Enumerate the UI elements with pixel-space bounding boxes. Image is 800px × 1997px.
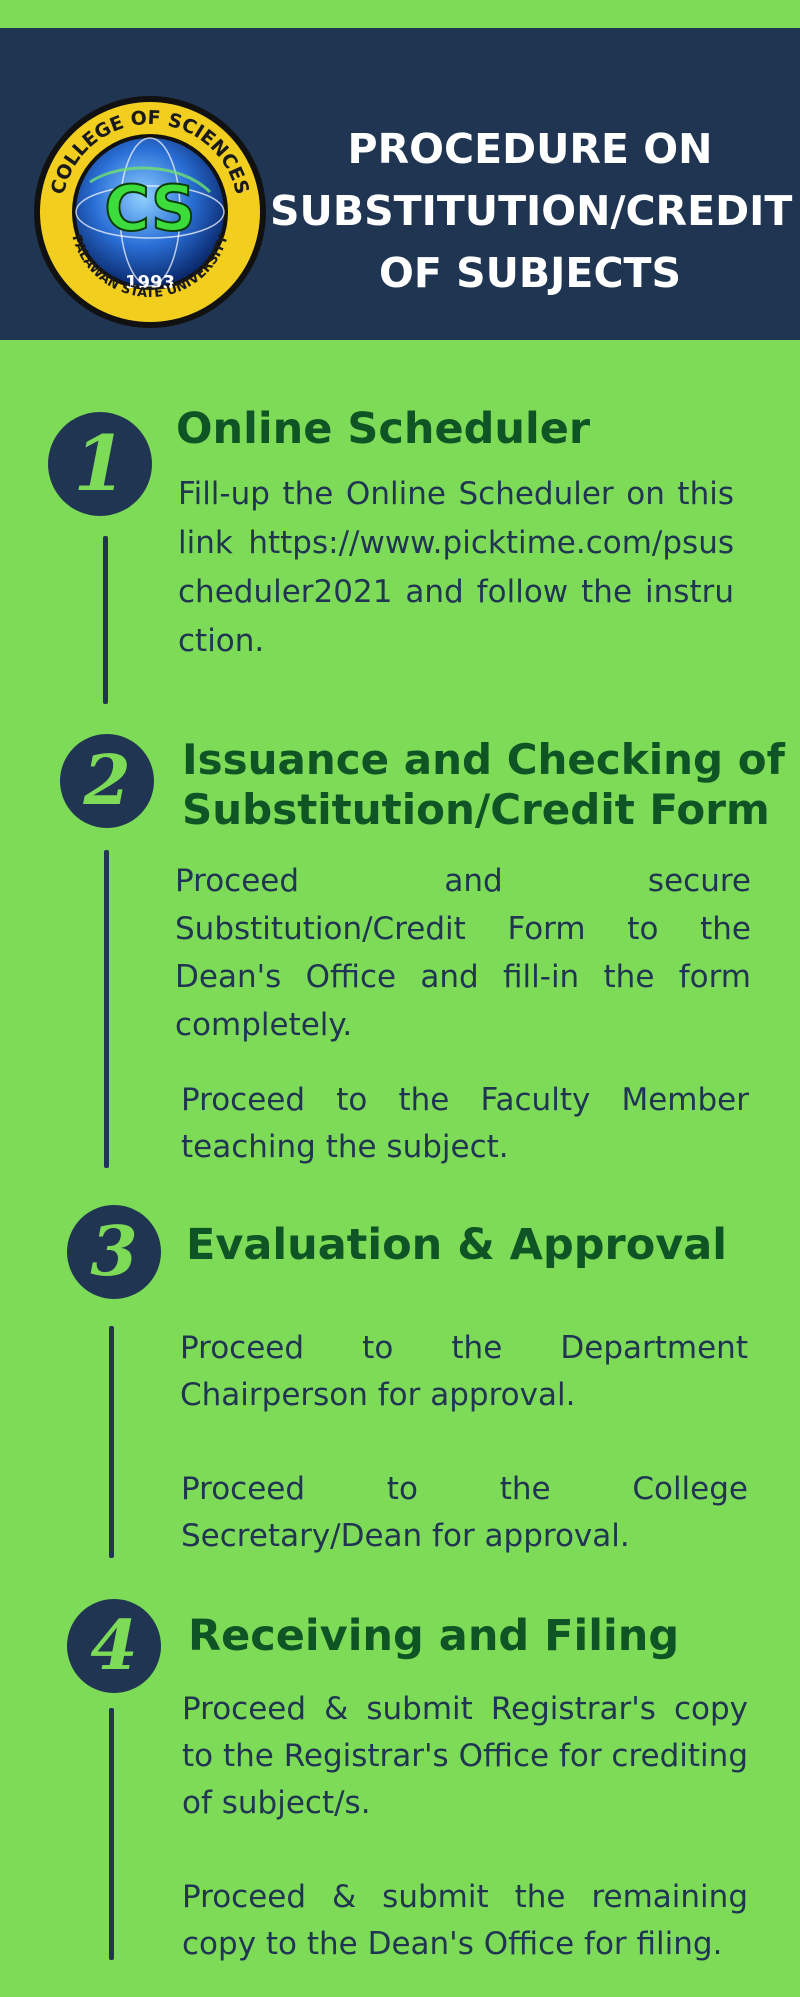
step-4-text-2: Proceed & submit the remaining copy to t… (182, 1879, 748, 1962)
step-number-2-badge: 2 (60, 734, 154, 828)
logo-letters: CS (104, 172, 195, 245)
step-number-4-badge: 4 (67, 1599, 161, 1693)
step-3-text-1: Proceed to the Department Chairperson fo… (180, 1330, 748, 1413)
step-number-1-badge: 1 (48, 412, 152, 516)
step-3-text-2: Proceed to the College Secretary/Dean fo… (181, 1471, 748, 1554)
step-2-title-line-1: Issuance and Checking of (182, 735, 785, 784)
step-2-connector-line (104, 850, 109, 1168)
step-4-title: Receiving and Filing (188, 1611, 680, 1661)
step-4-connector-line (109, 1708, 114, 1960)
title-line-2: SUBSTITUTION/CREDIT (270, 187, 793, 235)
step-3-title: Evaluation & Approval (186, 1220, 728, 1270)
header-banner: CS 1993 COLLEGE OF SCIENCES PALAWAN STAT… (0, 28, 800, 340)
step-4-text-1: Proceed & submit Registrar's copy to the… (182, 1691, 748, 1821)
college-of-sciences-logo: CS 1993 COLLEGE OF SCIENCES PALAWAN STAT… (34, 96, 266, 328)
page-title: PROCEDURE ON SUBSTITUTION/CREDIT OF SUBJ… (270, 118, 793, 304)
step-1-connector-line (103, 536, 108, 704)
step-number-3-badge: 3 (67, 1205, 161, 1299)
title-line-3: OF SUBJECTS (378, 249, 682, 297)
logo-year: 1993 (125, 272, 175, 293)
step-2-title-line-2: Substitution/Credit Form (182, 785, 770, 834)
step-2-title: Issuance and Checking of Substitution/Cr… (182, 735, 785, 835)
step-1-text: Fill-up the Online Scheduler on this lin… (178, 476, 734, 659)
title-line-1: PROCEDURE ON (347, 125, 713, 173)
step-2-text-2: Proceed to the Faculty Member teaching t… (181, 1082, 749, 1165)
step-1-title: Online Scheduler (176, 404, 591, 454)
step-2-text-1: Proceed and secure Substitution/Credit F… (175, 863, 751, 1043)
step-3-connector-line (109, 1326, 114, 1558)
